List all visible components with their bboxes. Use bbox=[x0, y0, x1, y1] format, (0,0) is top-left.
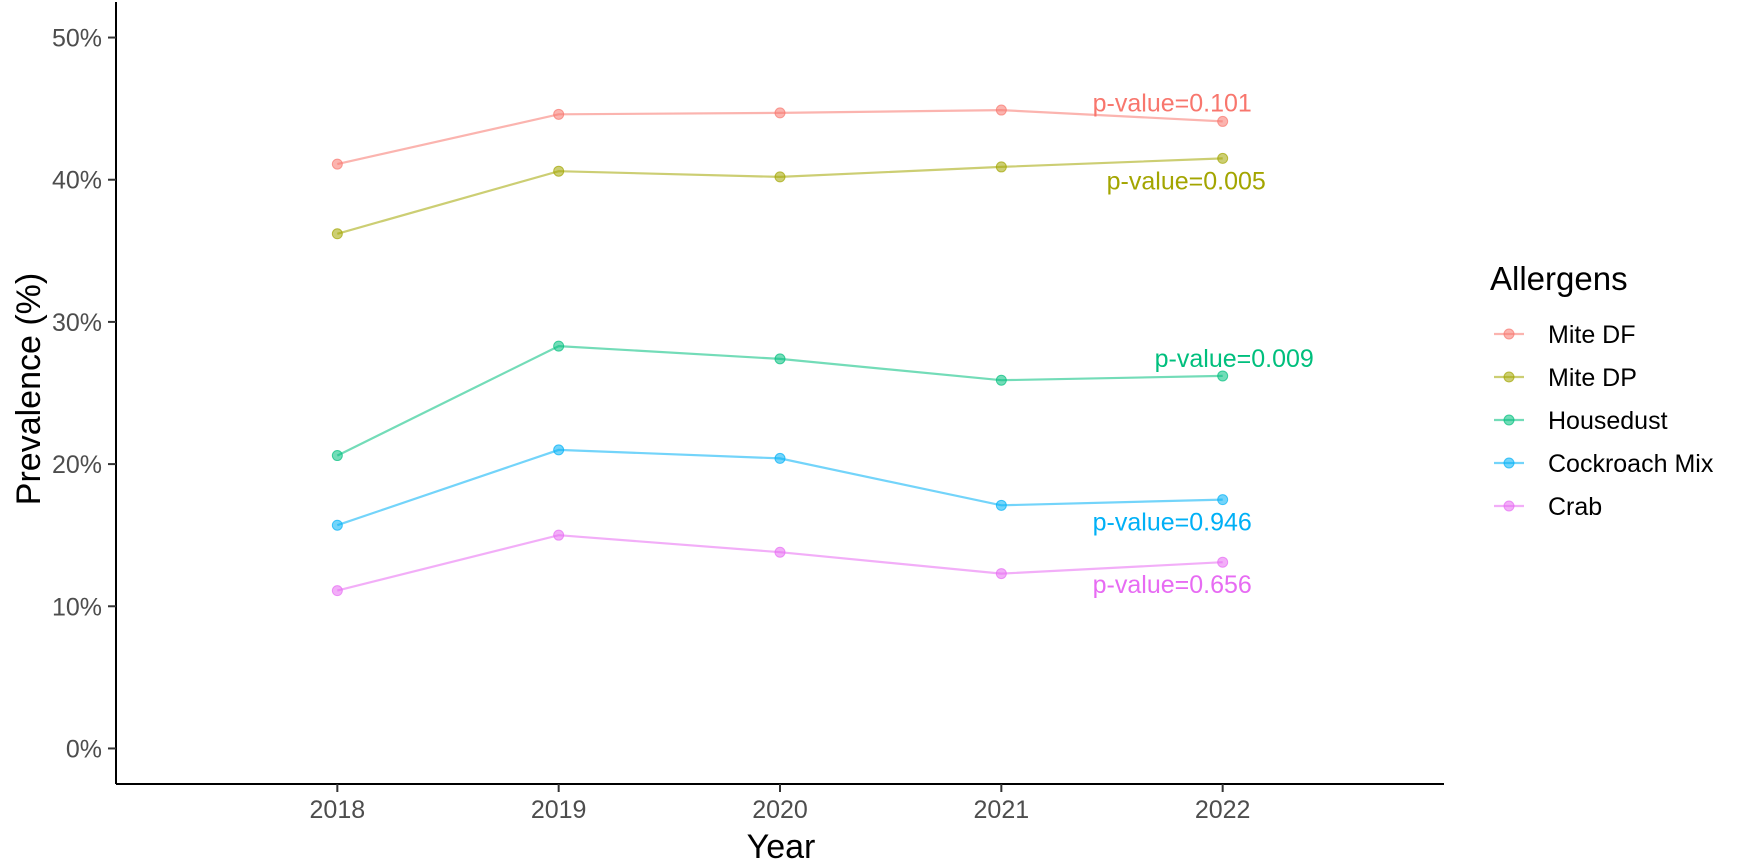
p-value-label: p-value=0.946 bbox=[1093, 509, 1252, 537]
data-point-housedust bbox=[995, 374, 1007, 386]
legend-label: Crab bbox=[1548, 493, 1602, 521]
data-point-mite-dp bbox=[774, 171, 786, 183]
data-point-cockroach-mix bbox=[553, 444, 565, 456]
p-value-annotations: p-value=0.101 p-value=0.005 p-value=0.009 p… bbox=[1093, 89, 1314, 599]
y-tick-label: 40% bbox=[52, 167, 102, 195]
x-axis-title: Year bbox=[747, 828, 816, 863]
p-value-label: p-value=0.656 bbox=[1093, 571, 1252, 599]
legend-title: Allergens bbox=[1490, 260, 1628, 297]
data-point-housedust bbox=[1217, 370, 1229, 382]
data-point-mite-dp bbox=[1217, 152, 1229, 164]
data-point-housedust bbox=[553, 340, 565, 352]
p-value-label: p-value=0.009 bbox=[1155, 345, 1314, 373]
x-tick-label: 2021 bbox=[974, 796, 1030, 824]
data-point-mite-df bbox=[1217, 115, 1229, 127]
data-point-mite-dp bbox=[331, 228, 343, 240]
data-point-mite-df bbox=[331, 158, 343, 170]
series-line-mite-dp bbox=[337, 157, 1223, 235]
legend-label: Housedust bbox=[1548, 407, 1668, 435]
data-point-mite-df bbox=[553, 108, 565, 120]
legend-label: Cockroach Mix bbox=[1548, 450, 1714, 478]
legend-label: Mite DF bbox=[1548, 321, 1636, 349]
data-point-cockroach-mix bbox=[1217, 494, 1229, 506]
legend: Allergens Mite DF Mite DP Housedust Cockroac… bbox=[1490, 260, 1714, 521]
legend-key-point-housedust bbox=[1503, 414, 1515, 426]
legend-key-point-crab bbox=[1503, 500, 1515, 512]
y-tick-label: 10% bbox=[52, 593, 102, 621]
data-point-mite-df bbox=[774, 107, 786, 119]
data-point-crab bbox=[774, 546, 786, 558]
y-tick-label: 50% bbox=[52, 25, 102, 53]
data-point-cockroach-mix bbox=[774, 452, 786, 464]
data-point-crab bbox=[1217, 556, 1229, 568]
data-point-crab bbox=[995, 568, 1007, 580]
data-point-housedust bbox=[774, 353, 786, 365]
y-tick-label: 30% bbox=[52, 309, 102, 337]
plot-area bbox=[331, 104, 1229, 597]
data-point-cockroach-mix bbox=[995, 499, 1007, 511]
legend-key-point-cockroach-mix bbox=[1503, 457, 1515, 469]
data-point-crab bbox=[331, 585, 343, 597]
series-line-crab bbox=[337, 534, 1223, 592]
data-point-housedust bbox=[331, 450, 343, 462]
legend-key-point-mite-df bbox=[1503, 328, 1515, 340]
p-value-label: p-value=0.101 bbox=[1093, 89, 1252, 117]
y-axis-title: Prevalence (%) bbox=[10, 273, 48, 505]
x-tick-label: 2020 bbox=[752, 796, 808, 824]
legend-label: Mite DP bbox=[1548, 364, 1637, 392]
data-point-mite-df bbox=[995, 104, 1007, 116]
y-tick-label: 0% bbox=[66, 735, 102, 763]
p-value-label: p-value=0.005 bbox=[1107, 167, 1266, 195]
data-point-mite-dp bbox=[995, 161, 1007, 173]
data-point-cockroach-mix bbox=[331, 519, 343, 531]
x-tick-label: 2022 bbox=[1195, 796, 1251, 824]
legend-key-point-mite-dp bbox=[1503, 371, 1515, 383]
axes: 0% 10% 20% 30% 40% 50% 2018 2019 2020 2021 2022 bbox=[52, 2, 1444, 824]
data-point-mite-dp bbox=[553, 165, 565, 177]
x-tick-label: 2019 bbox=[531, 796, 587, 824]
x-tick-label: 2018 bbox=[310, 796, 366, 824]
data-point-crab bbox=[553, 529, 565, 541]
y-tick-label: 20% bbox=[52, 451, 102, 479]
